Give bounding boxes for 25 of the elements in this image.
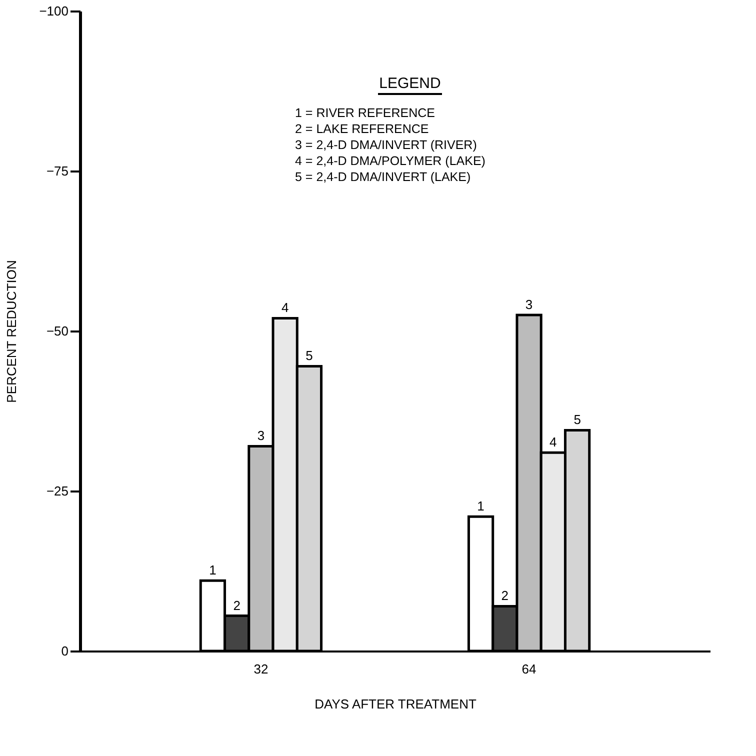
series-label: 1 bbox=[209, 562, 216, 578]
text: 4 bbox=[550, 434, 557, 450]
annotation: 4 = 2,4-D DMA/POLYMER (LAKE) bbox=[295, 154, 486, 168]
text: 3 bbox=[525, 297, 533, 312]
x-tick-label: 64 bbox=[522, 662, 536, 676]
y-tick-label: −75 bbox=[46, 164, 68, 178]
x-axis-title: DAYS AFTER TREATMENT bbox=[314, 696, 476, 712]
series-label: 5 bbox=[306, 348, 313, 364]
text: 2 bbox=[501, 588, 509, 604]
y-tick-label: −50 bbox=[46, 324, 68, 338]
y-tick-label: −25 bbox=[46, 484, 68, 498]
annotation: 5 = 2,4-D DMA/INVERT (LAKE) bbox=[295, 170, 471, 184]
annotation: 1 = RIVER REFERENCE bbox=[295, 106, 435, 120]
x-tick-label: 32 bbox=[254, 662, 268, 676]
y-axis-title: PERCENT REDUCTION bbox=[4, 260, 20, 403]
y-tick-label: 0 bbox=[61, 644, 68, 658]
series-label: 4 bbox=[281, 300, 289, 316]
y-tick-label: −100 bbox=[39, 4, 68, 18]
series-label: 3 bbox=[257, 428, 265, 444]
text: 1 bbox=[477, 498, 484, 514]
series-label: 2 bbox=[233, 598, 240, 613]
annotation: LEGEND bbox=[379, 75, 442, 92]
annotation: 2 = LAKE REFERENCE bbox=[295, 122, 429, 136]
text: 5 bbox=[574, 412, 581, 428]
annotation: 3 = 2,4-D DMA/INVERT (RIVER) bbox=[295, 138, 477, 152]
